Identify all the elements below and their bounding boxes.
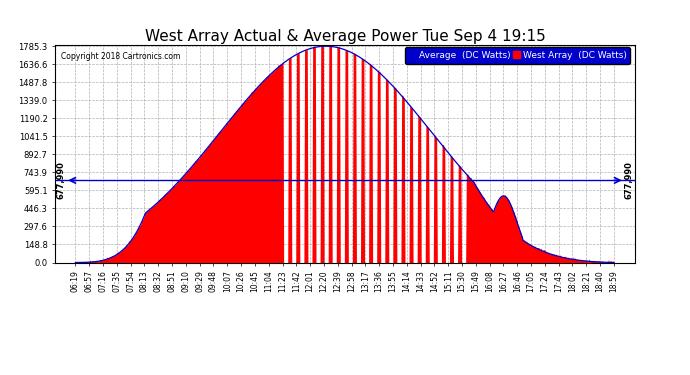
Text: 677,990: 677,990	[56, 161, 65, 199]
Text: 677,990: 677,990	[625, 161, 634, 199]
Title: West Array Actual & Average Power Tue Sep 4 19:15: West Array Actual & Average Power Tue Se…	[145, 29, 545, 44]
Text: Copyright 2018 Cartronics.com: Copyright 2018 Cartronics.com	[61, 51, 180, 60]
Legend: Average  (DC Watts), West Array  (DC Watts): Average (DC Watts), West Array (DC Watts…	[405, 47, 630, 63]
